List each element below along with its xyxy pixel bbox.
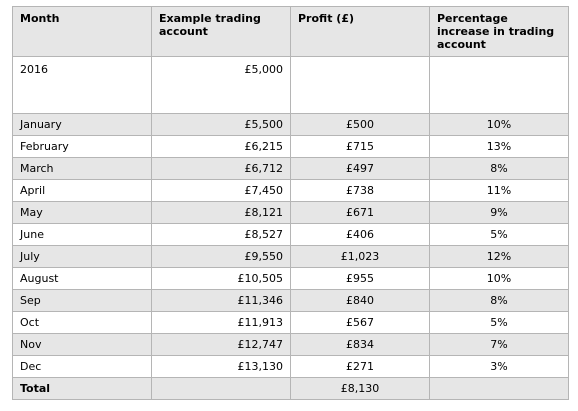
cell-month: Sep bbox=[12, 289, 152, 312]
cell-account: £11,346 bbox=[151, 289, 291, 312]
table-row: Oct £11,913 £567 5% bbox=[12, 311, 569, 334]
cell-profit: £406 bbox=[290, 223, 430, 246]
cell-account: £8,121 bbox=[151, 201, 291, 224]
total-label: Total bbox=[12, 377, 152, 400]
table-row: June £8,527 £406 5% bbox=[12, 223, 569, 246]
table-row: Dec £13,130 £271 3% bbox=[12, 355, 569, 378]
header-percentage: Percentage increase in trading account bbox=[429, 6, 569, 57]
total-row: Total £8,130 bbox=[12, 377, 569, 400]
table-row: February £6,215 £715 13% bbox=[12, 135, 569, 158]
total-profit: £8,130 bbox=[290, 377, 430, 400]
cell-account: £13,130 bbox=[151, 355, 291, 378]
cell-percentage: 9% bbox=[429, 201, 569, 224]
cell-percentage: 8% bbox=[429, 289, 569, 312]
table-row: Nov £12,747 £834 7% bbox=[12, 333, 569, 356]
cell-month: January bbox=[12, 113, 152, 136]
total-percentage-empty bbox=[429, 377, 569, 400]
cell-month: June bbox=[12, 223, 152, 246]
cell-month: Dec bbox=[12, 355, 152, 378]
table-row: April £7,450 £738 11% bbox=[12, 179, 569, 202]
cell-profit: £1,023 bbox=[290, 245, 430, 268]
cell-profit: £955 bbox=[290, 267, 430, 290]
cell-percentage: 3% bbox=[429, 355, 569, 378]
table-row: Sep £11,346 £840 8% bbox=[12, 289, 569, 312]
cell-percentage: 7% bbox=[429, 333, 569, 356]
cell-account: £6,712 bbox=[151, 157, 291, 180]
opening-balance-row: 2016 £5,000 bbox=[12, 56, 569, 114]
cell-profit: £500 bbox=[290, 113, 430, 136]
cell-account: £5,500 bbox=[151, 113, 291, 136]
cell-account: £8,527 bbox=[151, 223, 291, 246]
table-body: 2016 £5,000 January £5,500 £500 10% February… bbox=[12, 56, 569, 378]
table-row: May £8,121 £671 9% bbox=[12, 201, 569, 224]
table-row: August £10,505 £955 10% bbox=[12, 267, 569, 290]
table-header-row: Month Example trading account Profit (£)… bbox=[12, 6, 569, 57]
cell-percentage: 11% bbox=[429, 179, 569, 202]
opening-year: 2016 bbox=[12, 56, 152, 114]
cell-percentage: 5% bbox=[429, 311, 569, 334]
cell-profit: £271 bbox=[290, 355, 430, 378]
opening-account: £5,000 bbox=[151, 56, 291, 114]
cell-profit: £497 bbox=[290, 157, 430, 180]
cell-percentage: 10% bbox=[429, 113, 569, 136]
total-account-empty bbox=[151, 377, 291, 400]
cell-account: £7,450 bbox=[151, 179, 291, 202]
cell-percentage: 5% bbox=[429, 223, 569, 246]
cell-month: July bbox=[12, 245, 152, 268]
header-profit: Profit (£) bbox=[290, 6, 430, 57]
cell-account: £6,215 bbox=[151, 135, 291, 158]
cell-profit: £738 bbox=[290, 179, 430, 202]
opening-percentage-empty bbox=[429, 56, 569, 114]
cell-percentage: 10% bbox=[429, 267, 569, 290]
cell-profit: £840 bbox=[290, 289, 430, 312]
cell-month: Oct bbox=[12, 311, 152, 334]
cell-percentage: 13% bbox=[429, 135, 569, 158]
cell-month: February bbox=[12, 135, 152, 158]
cell-profit: £834 bbox=[290, 333, 430, 356]
cell-profit: £567 bbox=[290, 311, 430, 334]
cell-month: May bbox=[12, 201, 152, 224]
cell-profit: £715 bbox=[290, 135, 430, 158]
cell-month: August bbox=[12, 267, 152, 290]
table-row: January £5,500 £500 10% bbox=[12, 113, 569, 136]
cell-profit: £671 bbox=[290, 201, 430, 224]
cell-account: £9,550 bbox=[151, 245, 291, 268]
cell-account: £11,913 bbox=[151, 311, 291, 334]
cell-month: Nov bbox=[12, 333, 152, 356]
opening-profit-empty bbox=[290, 56, 430, 114]
cell-month: March bbox=[12, 157, 152, 180]
cell-account: £10,505 bbox=[151, 267, 291, 290]
table-row: July £9,550 £1,023 12% bbox=[12, 245, 569, 268]
header-month: Month bbox=[12, 6, 152, 57]
cell-percentage: 12% bbox=[429, 245, 569, 268]
header-account: Example trading account bbox=[151, 6, 291, 57]
cell-month: April bbox=[12, 179, 152, 202]
trading-account-table: Month Example trading account Profit (£)… bbox=[12, 6, 569, 400]
cell-percentage: 8% bbox=[429, 157, 569, 180]
cell-account: £12,747 bbox=[151, 333, 291, 356]
table-row: March £6,712 £497 8% bbox=[12, 157, 569, 180]
